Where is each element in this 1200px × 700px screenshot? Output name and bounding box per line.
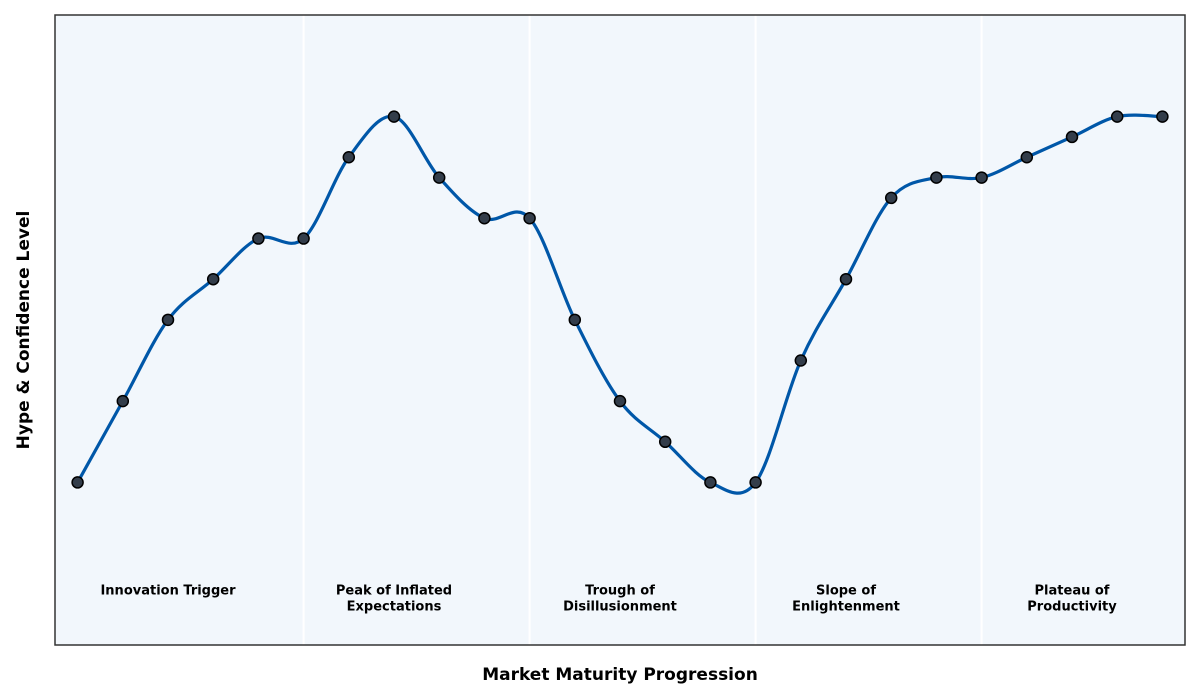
phase-label: Peak of Inflated	[336, 584, 452, 599]
data-point	[613, 394, 627, 408]
y-axis-label: Hype & Confidence Level	[14, 211, 34, 450]
data-point	[523, 211, 536, 225]
data-point	[1110, 110, 1124, 123]
data-point	[206, 272, 220, 286]
data-point	[252, 232, 265, 245]
data-point	[342, 151, 356, 164]
data-point	[794, 354, 808, 367]
data-point	[975, 171, 988, 184]
plot-background	[55, 15, 1185, 645]
data-point	[1020, 151, 1034, 164]
data-point	[161, 313, 175, 327]
phase-label: Disillusionment	[563, 600, 677, 615]
data-point	[704, 476, 717, 489]
data-point	[1156, 110, 1169, 123]
data-point	[568, 313, 582, 327]
phase-label: Slope of	[816, 584, 876, 599]
phase-label: Expectations	[347, 600, 442, 615]
data-point	[297, 232, 310, 245]
data-point	[432, 171, 446, 184]
data-point	[387, 110, 401, 123]
data-point	[930, 171, 943, 184]
phase-label: Trough of	[585, 584, 655, 599]
phase-label: Plateau of	[1035, 584, 1110, 599]
data-point	[1065, 130, 1079, 144]
phase-label: Enlightenment	[792, 600, 900, 615]
data-point	[884, 191, 898, 205]
phase-label: Innovation Trigger	[100, 584, 236, 599]
x-axis-label: Market Maturity Progression	[482, 665, 758, 685]
plot-frame	[54, 14, 1186, 646]
data-point	[478, 211, 491, 225]
data-point	[658, 435, 672, 449]
data-point	[839, 272, 853, 286]
data-point	[749, 476, 762, 489]
data-point	[71, 476, 84, 489]
phase-label: Productivity	[1027, 600, 1117, 615]
data-point	[116, 394, 130, 408]
